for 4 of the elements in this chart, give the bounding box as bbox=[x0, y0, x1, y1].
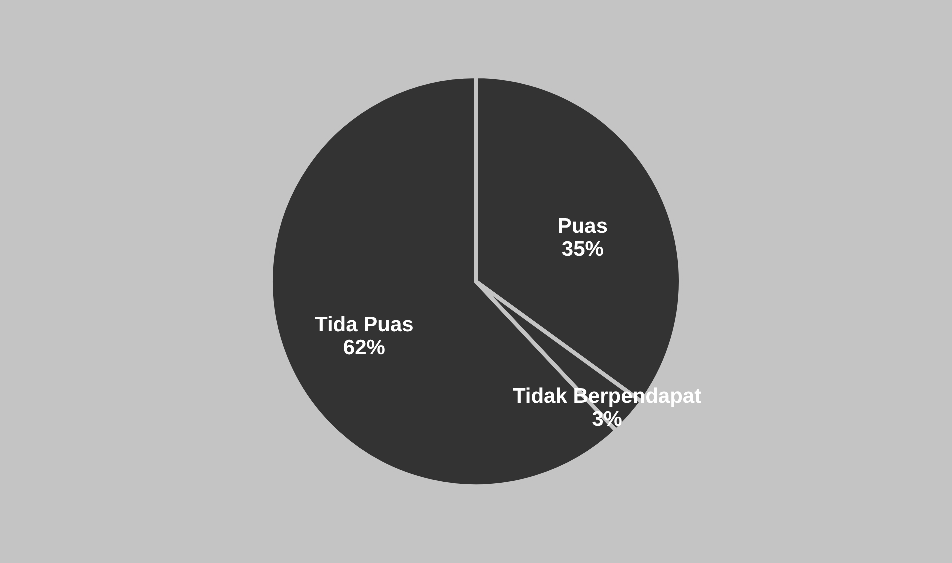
data-label: 62% bbox=[343, 336, 386, 360]
data-label: 35% bbox=[562, 238, 604, 262]
slice-label: Puas bbox=[558, 215, 608, 238]
slice-label: Tida Puas bbox=[315, 314, 414, 337]
